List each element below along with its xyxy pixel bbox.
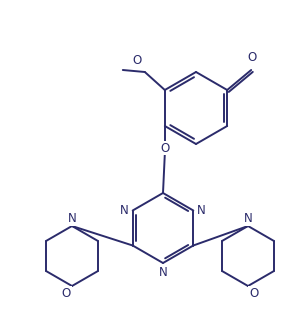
Text: O: O bbox=[160, 142, 169, 155]
Text: O: O bbox=[132, 54, 142, 67]
Text: N: N bbox=[120, 204, 129, 217]
Text: N: N bbox=[68, 212, 76, 225]
Text: N: N bbox=[159, 266, 167, 279]
Text: N: N bbox=[197, 204, 206, 217]
Text: O: O bbox=[248, 51, 257, 64]
Text: O: O bbox=[249, 287, 258, 300]
Text: O: O bbox=[62, 287, 71, 300]
Text: N: N bbox=[243, 212, 252, 225]
